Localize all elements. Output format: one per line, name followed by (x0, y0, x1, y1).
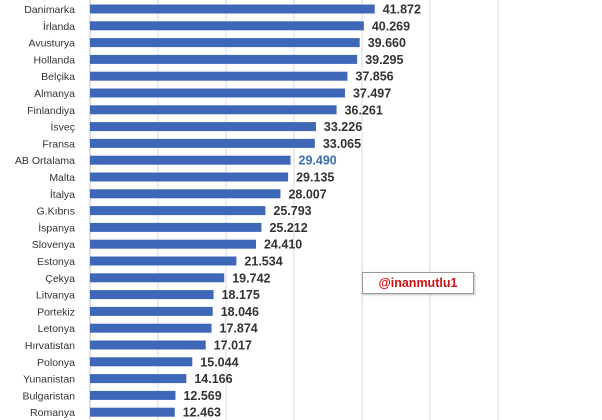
value-label: 40.269 (372, 19, 410, 33)
category-label: Danimarka (24, 4, 75, 16)
category-label: İsveç (50, 121, 75, 134)
value-label: 41.872 (383, 3, 421, 17)
bar (90, 4, 375, 14)
value-label: 25.212 (269, 221, 307, 235)
category-labels: Danimarka İrlanda Avusturya Hollanda Belçika… (15, 4, 75, 419)
value-label: 33.226 (324, 120, 362, 134)
category-label: G.Kıbrıs (36, 206, 75, 218)
bar (90, 390, 176, 400)
bar (90, 357, 193, 367)
value-label: 37.856 (355, 70, 393, 84)
category-label: Avusturya (29, 38, 76, 50)
category-label: İtalya (50, 188, 75, 201)
value-label: 12.569 (183, 389, 221, 403)
bar (90, 306, 213, 316)
category-label: Malta (49, 172, 75, 184)
bar (90, 222, 262, 232)
bar (90, 290, 214, 300)
bar (90, 273, 225, 283)
category-label: Romanya (30, 407, 75, 419)
category-label: Polonya (37, 357, 75, 369)
value-label: 28.007 (288, 187, 326, 201)
value-label: 21.534 (244, 255, 282, 269)
value-label: 18.175 (222, 288, 260, 302)
category-label: Belçika (41, 71, 75, 83)
category-label: Portekiz (37, 306, 75, 318)
bar (90, 239, 256, 249)
bar (90, 105, 337, 115)
bar (90, 54, 358, 64)
category-label: Fransa (42, 138, 75, 150)
bar (90, 155, 291, 165)
value-label: 19.742 (232, 271, 270, 285)
bar (90, 340, 206, 350)
bar (90, 323, 212, 333)
value-label: 29.490 (299, 154, 337, 168)
bar (90, 38, 360, 48)
value-label: 36.261 (345, 103, 383, 117)
category-label: Bulgaristan (22, 390, 75, 402)
category-label: Letonya (38, 323, 76, 335)
category-label: Finlandiya (27, 105, 75, 117)
value-label: 29.135 (296, 171, 334, 185)
bar (90, 71, 348, 81)
value-label: 24.410 (264, 238, 302, 252)
category-label: Hollanda (34, 54, 76, 66)
value-label: 14.166 (194, 372, 232, 386)
category-label: AB Ortalama (15, 155, 75, 167)
bar (90, 374, 187, 384)
category-label: Litvanya (36, 290, 75, 302)
category-label: İspanya (38, 221, 75, 234)
value-labels: 41.872 40.269 39.660 39.295 37.856 37.497 36.2… (183, 3, 421, 420)
value-label: 25.793 (273, 204, 311, 218)
bar (90, 122, 316, 132)
category-label: Estonya (37, 256, 75, 268)
value-label: 12.463 (183, 406, 221, 420)
bar (90, 88, 345, 98)
value-label: 18.046 (221, 305, 259, 319)
bars (90, 4, 375, 417)
bar (90, 189, 281, 199)
bar (90, 407, 175, 417)
category-label: Slovenya (32, 239, 75, 251)
category-label: Çekya (45, 273, 75, 285)
value-label: 15.044 (200, 355, 238, 369)
bar (90, 206, 266, 216)
category-label: İrlanda (43, 20, 75, 33)
category-label: Yunanistan (23, 374, 75, 386)
value-label: 37.497 (353, 87, 391, 101)
value-label: 39.660 (368, 36, 406, 50)
value-label: 17.017 (214, 339, 252, 353)
category-label: Hırvatistan (25, 340, 75, 352)
value-label: 39.295 (365, 53, 403, 67)
bar (90, 21, 364, 31)
bar (90, 256, 237, 266)
watermark-label: @inanmutlu1 (362, 272, 474, 294)
value-label: 17.874 (220, 322, 258, 336)
value-label: 33.065 (323, 137, 361, 151)
bar (90, 138, 315, 148)
bar (90, 172, 289, 182)
category-label: Almanya (34, 88, 75, 100)
